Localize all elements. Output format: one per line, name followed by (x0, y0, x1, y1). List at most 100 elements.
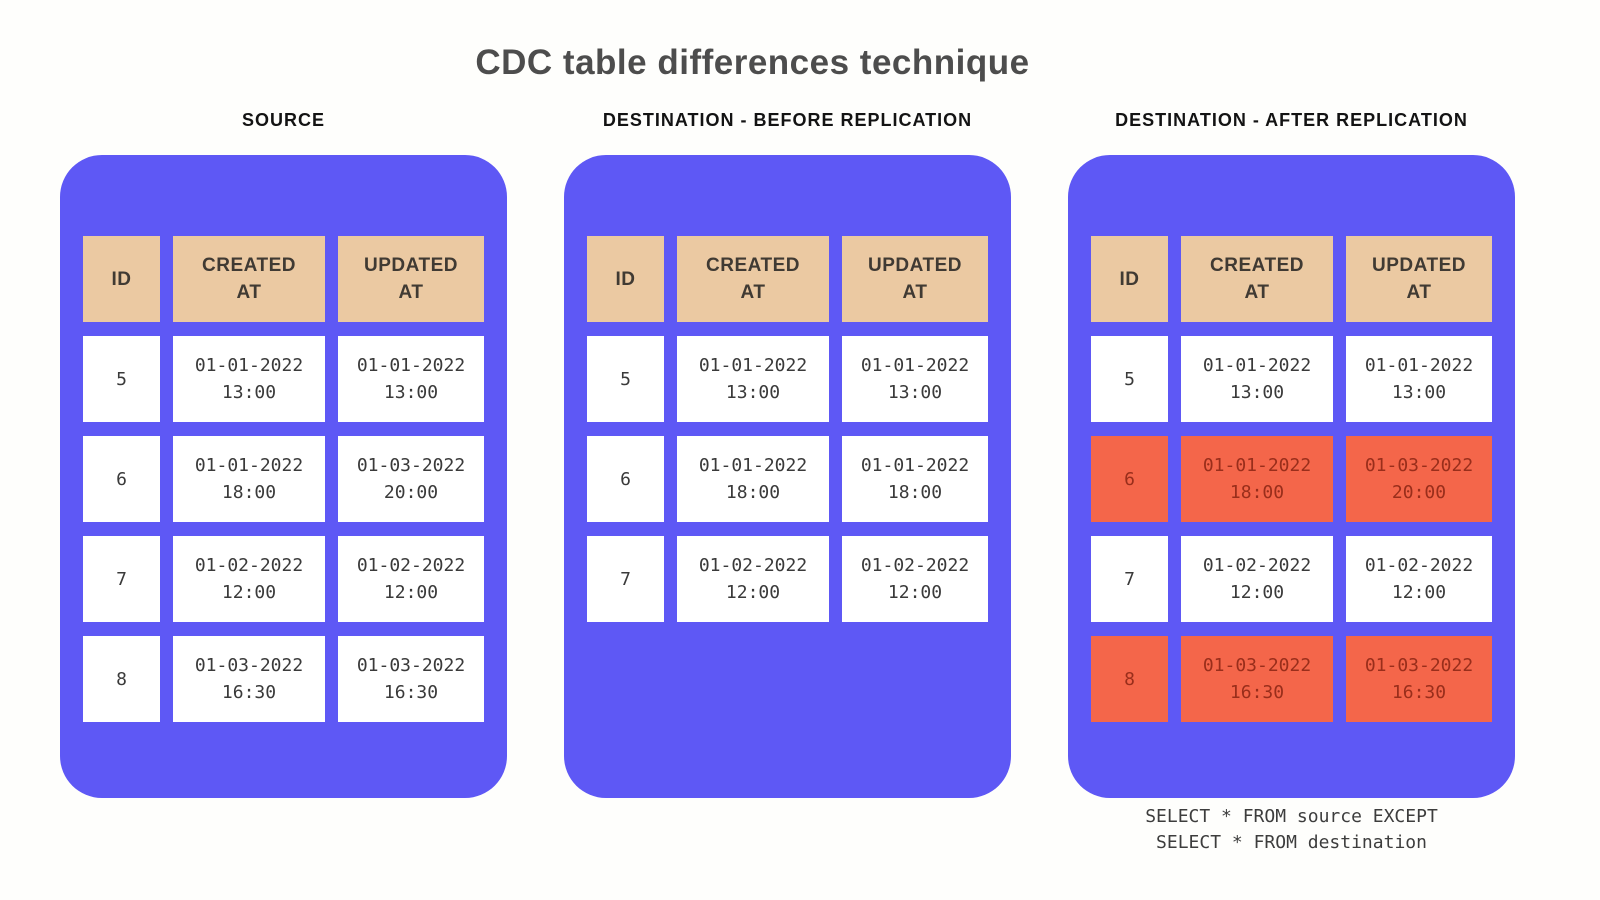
col-header-id: ID (587, 236, 664, 322)
id-cell: 5 (1091, 336, 1168, 422)
id-cell: 7 (587, 536, 664, 622)
time-text: 13:00 (1229, 382, 1285, 403)
date-text: 01-01-2022 (1202, 355, 1312, 376)
destination-after-table-grid: ID CREATED AT UPDATED AT 5 01-01-2022 13… (1091, 236, 1492, 722)
sql-caption-line-1: SELECT * FROM source EXCEPT (1145, 806, 1438, 827)
updated-at-cell: 01-03-2022 20:00 (1346, 436, 1492, 522)
source-heading: SOURCE (241, 110, 325, 130)
col-header-created-at: CREATED AT (1181, 236, 1333, 322)
date-text: 01-03-2022 (356, 655, 466, 676)
destination-before-table-card: ID CREATED AT UPDATED AT 5 01-01-2022 13… (564, 155, 1011, 798)
date-text: 01-01-2022 (356, 355, 466, 376)
col-header-label: ID (111, 268, 132, 290)
col-header-label: UPDATED AT (1372, 255, 1466, 303)
col-header-created-at: CREATED AT (677, 236, 829, 322)
date-text: 01-01-2022 (194, 455, 304, 476)
source-table-grid: ID CREATED AT UPDATED AT 5 01-01-2022 13… (83, 236, 484, 722)
date-text: 01-01-2022 (698, 355, 808, 376)
date-text: 01-02-2022 (1364, 555, 1474, 576)
col-header-id: ID (83, 236, 160, 322)
time-text: 13:00 (725, 382, 781, 403)
updated-at-cell: 01-01-2022 13:00 (1346, 336, 1492, 422)
created-at-cell: 01-02-2022 12:00 (1181, 536, 1333, 622)
date-text: 01-01-2022 (860, 355, 970, 376)
time-text: 12:00 (221, 582, 277, 603)
destination-after-table-card: ID CREATED AT UPDATED AT 5 01-01-2022 13… (1068, 155, 1515, 798)
col-header-updated-at: UPDATED AT (1346, 236, 1492, 322)
time-text: 13:00 (383, 382, 439, 403)
updated-at-cell: 01-03-2022 16:30 (1346, 636, 1492, 722)
col-header-label: ID (615, 268, 636, 290)
date-text: 01-02-2022 (356, 555, 466, 576)
created-at-cell: 01-01-2022 18:00 (173, 436, 325, 522)
time-text: 13:00 (887, 382, 943, 403)
col-header-id: ID (1091, 236, 1168, 322)
id-cell: 6 (83, 436, 160, 522)
date-text: 01-01-2022 (1364, 355, 1474, 376)
id-cell: 7 (83, 536, 160, 622)
cards-row: ID CREATED AT UPDATED AT 5 01-01-2022 13… (0, 155, 1600, 798)
destination-before-table-grid: ID CREATED AT UPDATED AT 5 01-01-2022 13… (587, 236, 988, 622)
updated-at-cell: 01-03-2022 20:00 (338, 436, 484, 522)
col-header-label: UPDATED AT (868, 255, 962, 303)
time-text: 18:00 (725, 482, 781, 503)
updated-at-cell: 01-02-2022 12:00 (1346, 536, 1492, 622)
updated-at-cell: 01-01-2022 13:00 (842, 336, 988, 422)
date-text: 01-01-2022 (194, 355, 304, 376)
id-cell: 8 (83, 636, 160, 722)
time-text: 12:00 (383, 582, 439, 603)
id-cell: 5 (83, 336, 160, 422)
date-text: 01-01-2022 (698, 455, 808, 476)
col-header-label: CREATED AT (706, 255, 800, 303)
time-text: 13:00 (221, 382, 277, 403)
date-text: 01-02-2022 (860, 555, 970, 576)
time-text: 12:00 (1391, 582, 1447, 603)
date-text: 01-01-2022 (860, 455, 970, 476)
time-text: 18:00 (221, 482, 277, 503)
date-text: 01-02-2022 (194, 555, 304, 576)
col-header-updated-at: UPDATED AT (338, 236, 484, 322)
created-at-cell: 01-01-2022 13:00 (1181, 336, 1333, 422)
id-cell: 6 (587, 436, 664, 522)
time-text: 16:30 (221, 682, 277, 703)
created-at-cell: 01-02-2022 12:00 (173, 536, 325, 622)
id-cell: 5 (587, 336, 664, 422)
time-text: 13:00 (1391, 382, 1447, 403)
created-at-cell: 01-01-2022 18:00 (1181, 436, 1333, 522)
created-at-cell: 01-03-2022 16:30 (173, 636, 325, 722)
id-cell: 8 (1091, 636, 1168, 722)
time-text: 18:00 (887, 482, 943, 503)
time-text: 20:00 (1391, 482, 1447, 503)
created-at-cell: 01-01-2022 13:00 (173, 336, 325, 422)
id-cell: 7 (1091, 536, 1168, 622)
destination-before-heading: DESTINATION - BEFORE REPLICATION (602, 110, 973, 130)
updated-at-cell: 01-01-2022 18:00 (842, 436, 988, 522)
sql-caption: SELECT * FROM source EXCEPT SELECT * FRO… (1068, 804, 1515, 856)
date-text: 01-03-2022 (356, 455, 466, 476)
source-table-card: ID CREATED AT UPDATED AT 5 01-01-2022 13… (60, 155, 507, 798)
time-text: 16:30 (383, 682, 439, 703)
created-at-cell: 01-03-2022 16:30 (1181, 636, 1333, 722)
col-header-label: UPDATED AT (364, 255, 458, 303)
time-text: 16:30 (1229, 682, 1285, 703)
col-header-label: CREATED AT (1210, 255, 1304, 303)
updated-at-cell: 01-03-2022 16:30 (338, 636, 484, 722)
time-text: 12:00 (725, 582, 781, 603)
updated-at-cell: 01-01-2022 13:00 (338, 336, 484, 422)
date-text: 01-01-2022 (1202, 455, 1312, 476)
destination-after-heading: DESTINATION - AFTER REPLICATION (1115, 110, 1468, 130)
time-text: 20:00 (383, 482, 439, 503)
col-header-label: ID (1119, 268, 1140, 290)
time-text: 12:00 (1229, 582, 1285, 603)
id-cell: 6 (1091, 436, 1168, 522)
time-text: 18:00 (1229, 482, 1285, 503)
created-at-cell: 01-01-2022 18:00 (677, 436, 829, 522)
col-header-updated-at: UPDATED AT (842, 236, 988, 322)
date-text: 01-03-2022 (1364, 655, 1474, 676)
date-text: 01-03-2022 (1364, 455, 1474, 476)
sql-caption-line-2: SELECT * FROM destination (1156, 832, 1427, 853)
time-text: 16:30 (1391, 682, 1447, 703)
col-header-created-at: CREATED AT (173, 236, 325, 322)
updated-at-cell: 01-02-2022 12:00 (842, 536, 988, 622)
